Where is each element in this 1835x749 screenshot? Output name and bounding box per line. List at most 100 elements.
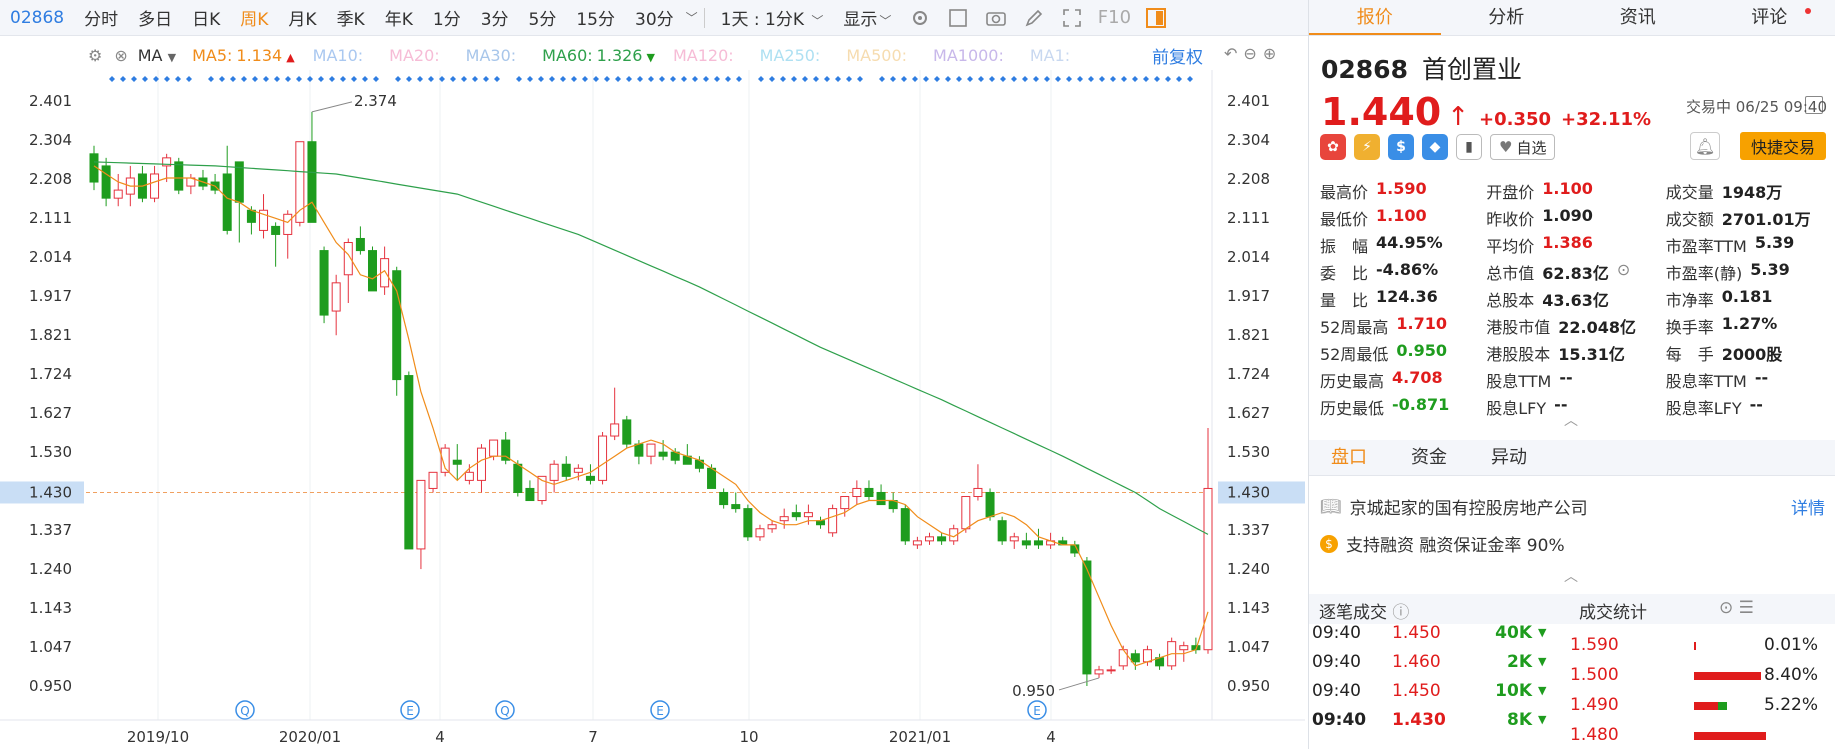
ma-legend-item[interactable]: MA5: 1.134 ▲ — [192, 46, 295, 65]
event-dot — [131, 76, 137, 82]
f10-icon[interactable]: F10 — [1097, 7, 1132, 28]
display-menu[interactable]: 显示 ﹀ — [843, 10, 892, 30]
ma-legend-item[interactable]: MA500: — [846, 46, 915, 65]
ma-select[interactable]: MA ▼ — [137, 45, 177, 65]
watchlist-button[interactable]: ♥ 自选 — [1490, 134, 1556, 160]
period-tab[interactable]: 年K — [384, 10, 413, 30]
period-tab[interactable]: 分时 — [84, 10, 119, 30]
camera-icon[interactable] — [983, 5, 1009, 31]
price-line: 1.440 ↑ +0.350 +32.11% — [1321, 90, 1823, 134]
candle-body — [852, 487, 862, 498]
ma-legend-item[interactable]: MA10: — [313, 46, 372, 65]
period-tab[interactable]: 15分 — [576, 10, 615, 30]
dist-pct: 8.40% — [1763, 665, 1818, 685]
stat-label: 市盈率TTM — [1665, 236, 1747, 256]
period-tab[interactable]: 周K — [240, 10, 269, 30]
candle-body — [912, 540, 922, 546]
ma-legend-item[interactable]: MA120: — [673, 46, 742, 65]
dollar-icon[interactable]: $ — [1388, 134, 1414, 160]
event-dot — [461, 76, 467, 82]
ma-label: MA1000: — [933, 45, 1004, 65]
stat-label: 最低价 — [1320, 209, 1369, 229]
collapse-up-icon[interactable]: ︿ — [1564, 569, 1578, 585]
panel-menu-icon[interactable] — [1805, 96, 1823, 114]
period-tab[interactable]: 多日 — [138, 10, 173, 30]
candle-body — [961, 496, 971, 530]
ma-legend-item[interactable]: MA30: — [466, 46, 525, 65]
event-dot — [978, 76, 984, 82]
ma-legend-item[interactable]: MA60: 1.326 ▼ — [542, 46, 655, 65]
period-tab[interactable]: 日K — [192, 10, 221, 30]
period-tab[interactable]: 3分 — [480, 10, 509, 30]
tab-3[interactable]: 评论 — [1704, 0, 1835, 35]
chart-zoom-controls: ↶ ⊖ ⊕ — [1224, 44, 1276, 63]
detail-link[interactable]: 详情 — [1791, 499, 1825, 519]
gear-icon[interactable]: ⚙ — [88, 45, 103, 65]
ma-items: MA5: 1.134 ▲ MA10: MA20: MA30: MA60: 1.326 ▼ MA12… — [192, 46, 1096, 65]
layout-icon[interactable] — [945, 5, 971, 31]
candle-body — [1082, 560, 1092, 675]
kline-chart[interactable]: 2.401 2.401 2.304 2.304 2.208 2.208 2.111 2.111… — [0, 70, 1305, 749]
ma-legend-item[interactable]: MA1000: — [933, 46, 1012, 65]
kline-svg[interactable]: 2.401 2.401 2.304 2.304 2.208 2.208 2.111 2.111… — [0, 70, 1305, 749]
stat-value: 2701.01万 — [1721, 209, 1811, 229]
ma-legend-item[interactable]: MA1: — [1030, 46, 1078, 65]
hk-flag-icon[interactable]: ✿ — [1320, 134, 1346, 160]
more-icon[interactable]: ⊙ ☰ — [1719, 598, 1754, 618]
candle-body — [767, 524, 777, 530]
period-tab[interactable]: 30分 — [635, 10, 674, 30]
zoom-in-icon[interactable]: ⊕ — [1262, 44, 1277, 63]
settings-icon[interactable] — [907, 5, 933, 31]
trade-row: 09:40 1.450 40K ▼ — [1309, 618, 1559, 647]
toolbar-stock-code[interactable]: 02868 — [10, 7, 65, 28]
sub-tab-2[interactable]: 异动 — [1491, 447, 1527, 468]
stat-value: 43.63亿 — [1542, 290, 1609, 310]
trade-row: 09:40 1.430 8K ▼ — [1309, 705, 1559, 734]
sub-tab-1[interactable]: 资金 — [1411, 447, 1447, 468]
distribution-row: 1.590 0.01% — [1570, 630, 1830, 660]
candle-body — [246, 209, 256, 223]
quick-trade-button[interactable]: 快捷交易 — [1740, 132, 1826, 160]
stock-name: 首创置业 — [1421, 55, 1522, 84]
sub-tab-0[interactable]: 盘口 — [1331, 447, 1367, 468]
candle-body — [537, 475, 547, 502]
draw-pen-icon[interactable] — [1021, 5, 1047, 31]
interval-select[interactable]: 1天 : 1分K ﹀ — [720, 10, 824, 30]
period-tab[interactable]: 季K — [336, 10, 365, 30]
zoom-out-icon[interactable]: ⊖ — [1243, 44, 1257, 63]
collapse-up-icon[interactable]: ︿ — [1564, 413, 1578, 429]
candle-body — [876, 491, 886, 506]
ma-legend-item[interactable]: MA20: — [389, 46, 448, 65]
bookmark-icon[interactable]: ▮ — [1456, 134, 1482, 160]
bell-icon[interactable]: 🔔︎ — [1690, 132, 1720, 160]
tab-1[interactable]: 分析 — [1488, 7, 1525, 28]
adjust-select[interactable]: 前复权 — [1152, 47, 1203, 68]
fullscreen-icon[interactable] — [1059, 5, 1085, 31]
period-tab[interactable]: 月K — [288, 10, 317, 30]
undo-icon[interactable]: ↶ — [1224, 44, 1238, 63]
panel-toggle-icon[interactable] — [1143, 5, 1169, 31]
help-icon[interactable]: ⓘ — [1392, 603, 1410, 623]
period-tab[interactable]: 1分 — [432, 10, 461, 30]
close-icon[interactable]: ⊗ — [114, 45, 128, 65]
more-icon[interactable]: ⊙ — [1616, 259, 1631, 279]
stat-value: -0.871 — [1392, 394, 1450, 414]
tag-icon[interactable]: ◆ — [1422, 134, 1448, 160]
event-dot — [120, 76, 126, 82]
chevron-down-icon[interactable]: ﹀ — [685, 11, 698, 25]
level2-icon[interactable]: ⚡ — [1354, 134, 1380, 160]
ma-legend-item[interactable]: MA250: — [760, 46, 829, 65]
event-dot — [571, 76, 577, 82]
stat-label: 振 幅 — [1320, 236, 1369, 256]
event-dot — [153, 76, 159, 82]
event-dot — [241, 76, 247, 82]
candle-body — [368, 250, 377, 292]
event-dot — [164, 76, 170, 82]
event-dot — [714, 76, 720, 82]
candle-body — [295, 141, 305, 223]
event-dot — [593, 76, 599, 82]
tab-0[interactable]: 报价 — [1309, 0, 1441, 35]
stat-value: 5.39 — [1750, 259, 1790, 279]
period-tab[interactable]: 5分 — [528, 10, 557, 30]
tab-2[interactable]: 资讯 — [1619, 7, 1656, 28]
